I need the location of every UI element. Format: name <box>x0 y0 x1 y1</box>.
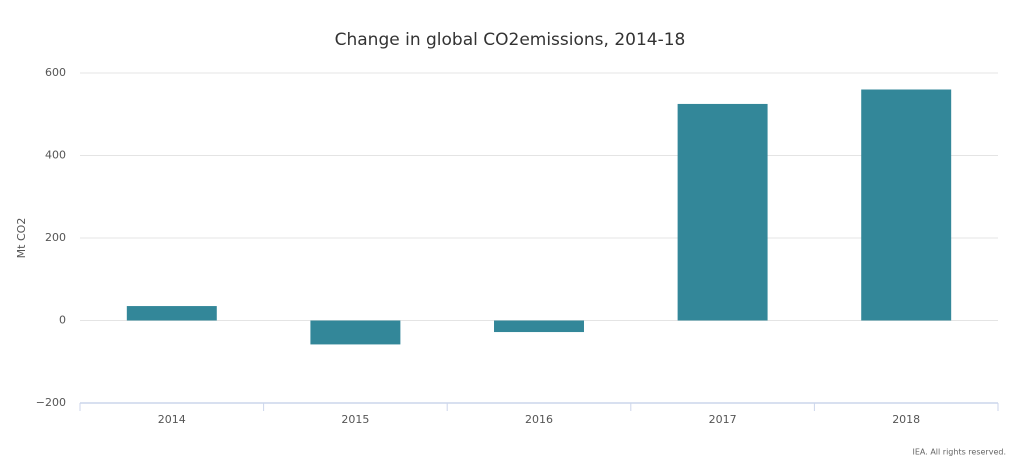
y-tick-label: 0 <box>59 314 66 327</box>
y-axis-label: Mt CO2 <box>15 218 28 259</box>
bar <box>310 320 401 345</box>
credit: IEA. All rights reserved. <box>913 448 1007 457</box>
bar <box>126 306 217 321</box>
x-tick-label: 2016 <box>525 413 553 426</box>
y-tick-label: 200 <box>45 231 66 244</box>
chart-title: Change in global CO2emissions, 2014-18 <box>335 30 686 50</box>
bar <box>494 320 584 333</box>
x-tick-label: 2017 <box>709 413 737 426</box>
x-tick-label: 2015 <box>341 413 369 426</box>
bar <box>861 89 952 321</box>
x-tick-label: 2014 <box>158 413 186 426</box>
x-tick-label: 2018 <box>892 413 920 426</box>
bar <box>677 103 768 321</box>
y-tick-label: −200 <box>36 396 66 409</box>
y-tick-label: 600 <box>45 66 66 79</box>
y-tick-label: 400 <box>45 149 66 162</box>
